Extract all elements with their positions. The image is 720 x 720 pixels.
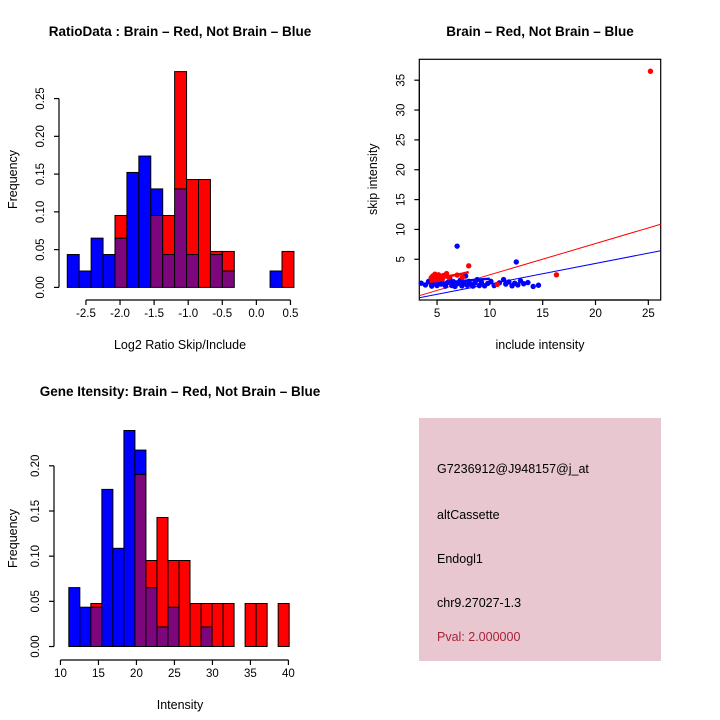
svg-text:35: 35: [395, 74, 407, 87]
gene-histogram-xlabel: Intensity: [156, 698, 204, 712]
svg-text:0.0: 0.0: [248, 308, 264, 320]
panel-intensity-scatter: Brain – Red, Not Brain – Blue skip inten…: [360, 0, 720, 360]
svg-text:0.25: 0.25: [35, 87, 47, 109]
svg-text:15: 15: [92, 668, 105, 680]
svg-text:0.20: 0.20: [30, 455, 42, 477]
svg-text:25: 25: [168, 668, 181, 680]
svg-text:0.15: 0.15: [35, 163, 47, 185]
intensity-scatter-plot: 5 10 15 20 25 5 10 15 20 25 30 35: [395, 58, 662, 320]
svg-text:5: 5: [434, 308, 440, 320]
svg-text:40: 40: [282, 668, 295, 680]
svg-text:0.00: 0.00: [30, 635, 42, 657]
svg-text:30: 30: [206, 668, 219, 680]
svg-text:15: 15: [395, 193, 407, 206]
svg-text:0.00: 0.00: [35, 276, 47, 298]
svg-text:-1.5: -1.5: [144, 308, 164, 320]
svg-text:5: 5: [395, 256, 407, 262]
svg-text:25: 25: [395, 133, 407, 146]
panel-info: G7236912@J948157@j_at altCassette Endogl…: [360, 360, 720, 720]
svg-text:0.10: 0.10: [30, 545, 42, 567]
svg-text:25: 25: [642, 308, 655, 320]
ratio-histogram-xlabel: Log2 Ratio Skip/Include: [113, 338, 247, 352]
svg-text:0.5: 0.5: [282, 308, 298, 320]
scatter-xlabel: include intensity: [495, 338, 585, 352]
locus-text: chr9.27027-1.3: [437, 596, 522, 610]
svg-text:-2.0: -2.0: [110, 308, 130, 320]
svg-text:10: 10: [54, 668, 67, 680]
splice-type-text: altCassette: [437, 508, 500, 522]
ratio-histogram-plot: -2.5 -2.0 -1.5 -1.0 -0.5 0.0 0.5 0.00 0.05 0.10 0.…: [35, 71, 298, 320]
probe-id-text: G7236912@J948157@j_at: [437, 462, 589, 476]
pvalue-text: Pval: 2.000000: [437, 630, 521, 644]
svg-text:0.10: 0.10: [35, 201, 47, 223]
svg-text:0.05: 0.05: [35, 238, 47, 260]
svg-text:20: 20: [130, 668, 143, 680]
svg-text:0.20: 0.20: [35, 125, 47, 147]
svg-text:-2.5: -2.5: [76, 308, 96, 320]
svg-text:-0.5: -0.5: [212, 308, 232, 320]
svg-text:10: 10: [395, 223, 407, 236]
svg-text:15: 15: [536, 308, 549, 320]
scatter-title: Brain – Red, Not Brain – Blue: [446, 24, 634, 39]
gene-name-text: Endogl1: [437, 552, 483, 566]
ratio-histogram-title: RatioData : Brain – Red, Not Brain – Blu…: [48, 24, 312, 39]
svg-text:0.15: 0.15: [30, 500, 42, 522]
svg-text:10: 10: [483, 308, 496, 320]
svg-text:20: 20: [589, 308, 602, 320]
svg-text:20: 20: [395, 163, 407, 176]
panel-gene-intensity-histogram: Gene Itensity: Brain – Red, Not Brain – …: [0, 360, 360, 720]
panel-ratio-histogram: RatioData : Brain – Red, Not Brain – Blu…: [0, 0, 360, 360]
svg-text:0.05: 0.05: [30, 590, 42, 612]
gene-histogram-title: Gene Itensity: Brain – Red, Not Brain – …: [39, 384, 321, 399]
svg-text:35: 35: [244, 668, 257, 680]
gene-intensity-histogram-plot: 10 15 20 25 30 35 40 0.00 0.05 0.10 0.15 0.20: [30, 429, 295, 680]
info-box: G7236912@J948157@j_at altCassette Endogl…: [419, 418, 661, 661]
svg-text:30: 30: [395, 104, 407, 117]
svg-text:-1.0: -1.0: [178, 308, 198, 320]
